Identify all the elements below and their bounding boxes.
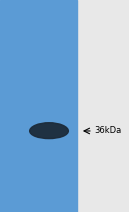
Bar [0,0,77,212]
Text: 36kDa: 36kDa [94,127,121,135]
Ellipse shape [30,123,68,139]
